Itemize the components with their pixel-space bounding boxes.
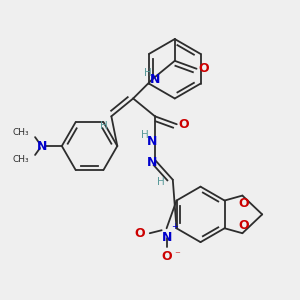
Text: N: N [150, 73, 160, 86]
Text: CH₃: CH₃ [13, 155, 29, 164]
Text: O: O [238, 219, 249, 232]
Text: N: N [147, 156, 157, 170]
Text: O: O [238, 197, 249, 210]
Text: +: + [172, 222, 178, 231]
Text: O: O [178, 118, 189, 131]
Text: N: N [37, 140, 47, 152]
Text: N: N [147, 135, 157, 148]
Text: H: H [141, 130, 149, 140]
Text: O: O [161, 250, 172, 262]
Text: O: O [134, 227, 145, 240]
Text: H: H [157, 177, 165, 187]
Text: O: O [198, 62, 209, 75]
Text: H: H [100, 121, 107, 131]
Text: H: H [144, 68, 152, 78]
Text: N: N [161, 231, 172, 244]
Text: CH₃: CH₃ [13, 128, 29, 137]
Text: ⁻: ⁻ [175, 250, 180, 260]
